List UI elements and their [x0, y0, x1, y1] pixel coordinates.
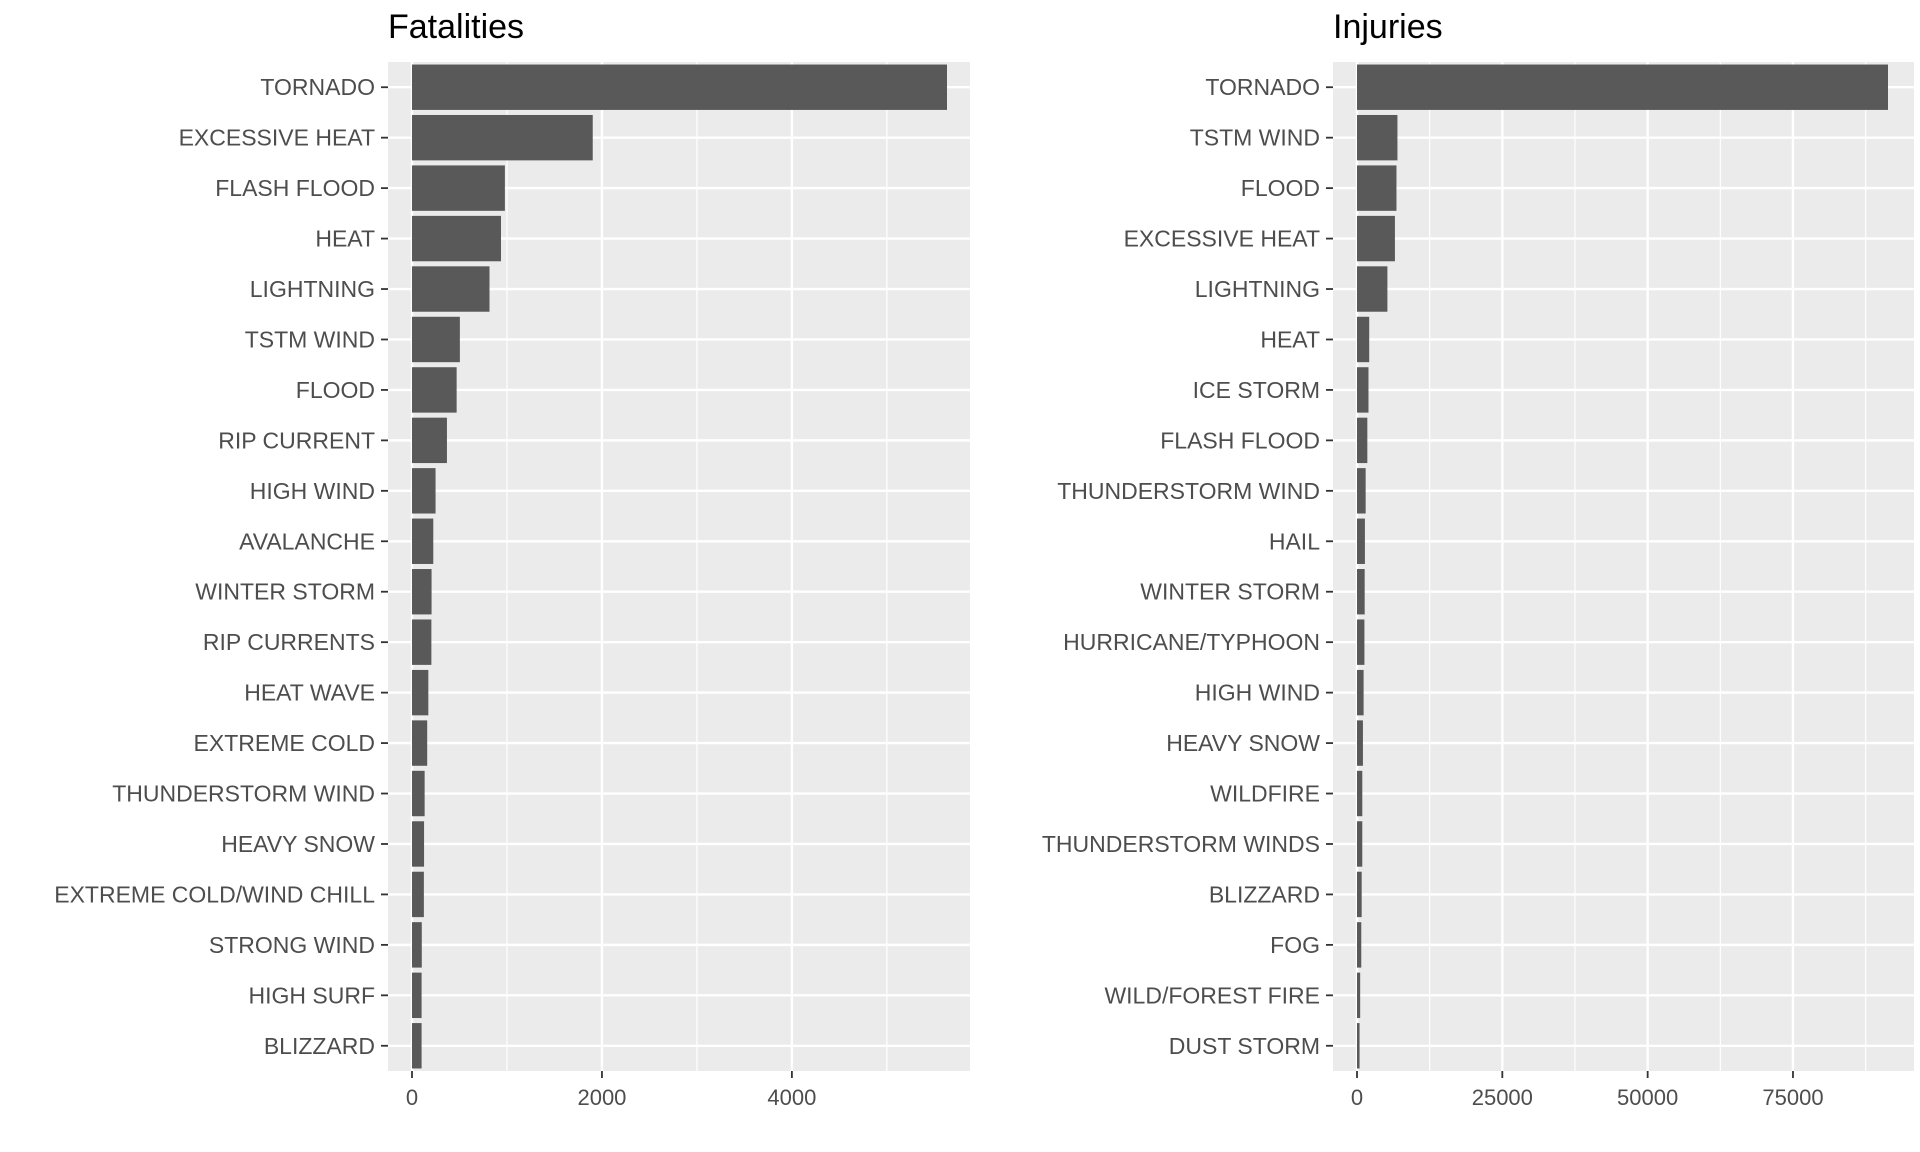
injuries-category-label: THUNDERSTORM WIND	[1057, 478, 1320, 504]
injuries-bar	[1357, 1023, 1360, 1069]
fatalities-category-label: EXCESSIVE HEAT	[179, 125, 375, 151]
injuries-bar	[1357, 770, 1363, 817]
fatalities-category-label: STRONG WIND	[209, 932, 375, 958]
fatalities-x-tick-label: 2000	[577, 1085, 626, 1110]
injuries-bar	[1357, 669, 1364, 716]
fatalities-category-label: HEAT	[315, 226, 375, 252]
fatalities-category-label: TORNADO	[260, 74, 375, 100]
injuries-bar	[1357, 922, 1362, 968]
injuries-x-tick-label: 0	[1351, 1085, 1363, 1110]
injuries-chart-title: Injuries	[1333, 8, 1443, 46]
injuries-category-label: TSTM WIND	[1190, 125, 1320, 151]
injuries-x-tick-label: 50000	[1617, 1085, 1678, 1110]
injuries-category-label: HEAT	[1260, 326, 1320, 352]
injuries-bar	[1357, 720, 1363, 766]
injuries-category-label: THUNDERSTORM WINDS	[1042, 831, 1320, 857]
fatalities-chart-title: Fatalities	[388, 8, 525, 46]
injuries-category-label: EXCESSIVE HEAT	[1124, 226, 1320, 252]
injuries-bar	[1357, 316, 1370, 363]
fatalities-category-label: WINTER STORM	[195, 579, 375, 605]
injuries-category-label: WINTER STORM	[1140, 579, 1320, 605]
injuries-bar	[1357, 266, 1388, 312]
injuries-category-label: FOG	[1270, 932, 1320, 958]
injuries-bar	[1357, 569, 1365, 615]
fatalities-category-label: EXTREME COLD/WIND CHILL	[54, 881, 375, 907]
fatalities-bar	[412, 316, 460, 363]
fatalities-bar	[412, 821, 425, 867]
fatalities-category-label: FLASH FLOOD	[215, 175, 375, 201]
fatalities-bar	[412, 871, 424, 918]
fatalities-bar	[412, 669, 429, 716]
fatalities-category-label: BLIZZARD	[264, 1033, 375, 1059]
injuries-category-label: TORNADO	[1205, 74, 1320, 100]
injuries-bar	[1357, 619, 1365, 665]
fatalities-category-label: FLOOD	[296, 377, 375, 403]
injuries-bar	[1357, 518, 1365, 564]
fatalities-category-label: HEAVY SNOW	[221, 831, 375, 857]
fatalities-bar	[412, 518, 434, 564]
injuries-bar	[1357, 871, 1362, 918]
injuries-category-label: FLASH FLOOD	[1160, 427, 1320, 453]
fatalities-bar	[412, 720, 428, 766]
injuries-category-label: DUST STORM	[1169, 1033, 1320, 1059]
fatalities-category-label: THUNDERSTORM WIND	[112, 781, 375, 807]
injuries-bar	[1357, 972, 1361, 1019]
fatalities-bar	[412, 922, 422, 968]
injuries-bar	[1357, 417, 1368, 464]
injuries-category-label: HEAVY SNOW	[1166, 730, 1320, 756]
injuries-bar	[1357, 468, 1366, 514]
fatalities-category-label: HEAT WAVE	[244, 680, 375, 706]
fatalities-bar	[412, 468, 436, 514]
injuries-category-label: BLIZZARD	[1209, 881, 1320, 907]
fatalities-category-label: LIGHTNING	[250, 276, 375, 302]
injuries-category-label: HIGH WIND	[1195, 680, 1320, 706]
fatalities-bar	[412, 215, 501, 262]
fatalities-bar	[412, 114, 593, 161]
fatalities-bar	[412, 569, 432, 615]
fatalities-bar	[412, 619, 432, 665]
injuries-category-label: LIGHTNING	[1195, 276, 1320, 302]
fatalities-bar	[412, 1023, 422, 1069]
injuries-bar	[1357, 165, 1397, 211]
injuries-x-tick-label: 75000	[1762, 1085, 1823, 1110]
injuries-category-label: HAIL	[1269, 528, 1320, 554]
fatalities-bar	[412, 972, 422, 1019]
injuries-bar	[1357, 215, 1395, 262]
injuries-bar	[1357, 64, 1888, 110]
fatalities-bar	[412, 417, 447, 464]
fatalities-bar	[412, 770, 425, 817]
injuries-panel-background	[1333, 62, 1914, 1071]
fatalities-category-label: RIP CURRENTS	[203, 629, 375, 655]
fatalities-category-label: HIGH SURF	[249, 982, 376, 1008]
fatalities-x-tick-label: 0	[406, 1085, 418, 1110]
injuries-category-label: WILDFIRE	[1210, 781, 1320, 807]
fatalities-bar	[412, 367, 457, 413]
fatalities-bar	[412, 266, 490, 312]
fatalities-category-label: AVALANCHE	[239, 528, 375, 554]
injuries-bar	[1357, 367, 1369, 413]
fatalities-category-label: HIGH WIND	[250, 478, 375, 504]
fatalities-bar	[412, 64, 947, 110]
injuries-category-label: HURRICANE/TYPHOON	[1063, 629, 1320, 655]
fatalities-category-label: RIP CURRENT	[218, 427, 375, 453]
fatalities-category-label: EXTREME COLD	[194, 730, 375, 756]
injuries-category-label: ICE STORM	[1193, 377, 1320, 403]
injuries-category-label: FLOOD	[1241, 175, 1320, 201]
fatalities-bar	[412, 165, 505, 211]
fatalities-panel-background	[388, 62, 970, 1071]
injuries-bar	[1357, 114, 1398, 161]
fatalities-category-label: TSTM WIND	[245, 326, 375, 352]
injuries-bar	[1357, 821, 1363, 867]
fatalities-x-tick-label: 4000	[767, 1085, 816, 1110]
injuries-x-tick-label: 25000	[1472, 1085, 1533, 1110]
injuries-category-label: WILD/FOREST FIRE	[1104, 982, 1320, 1008]
